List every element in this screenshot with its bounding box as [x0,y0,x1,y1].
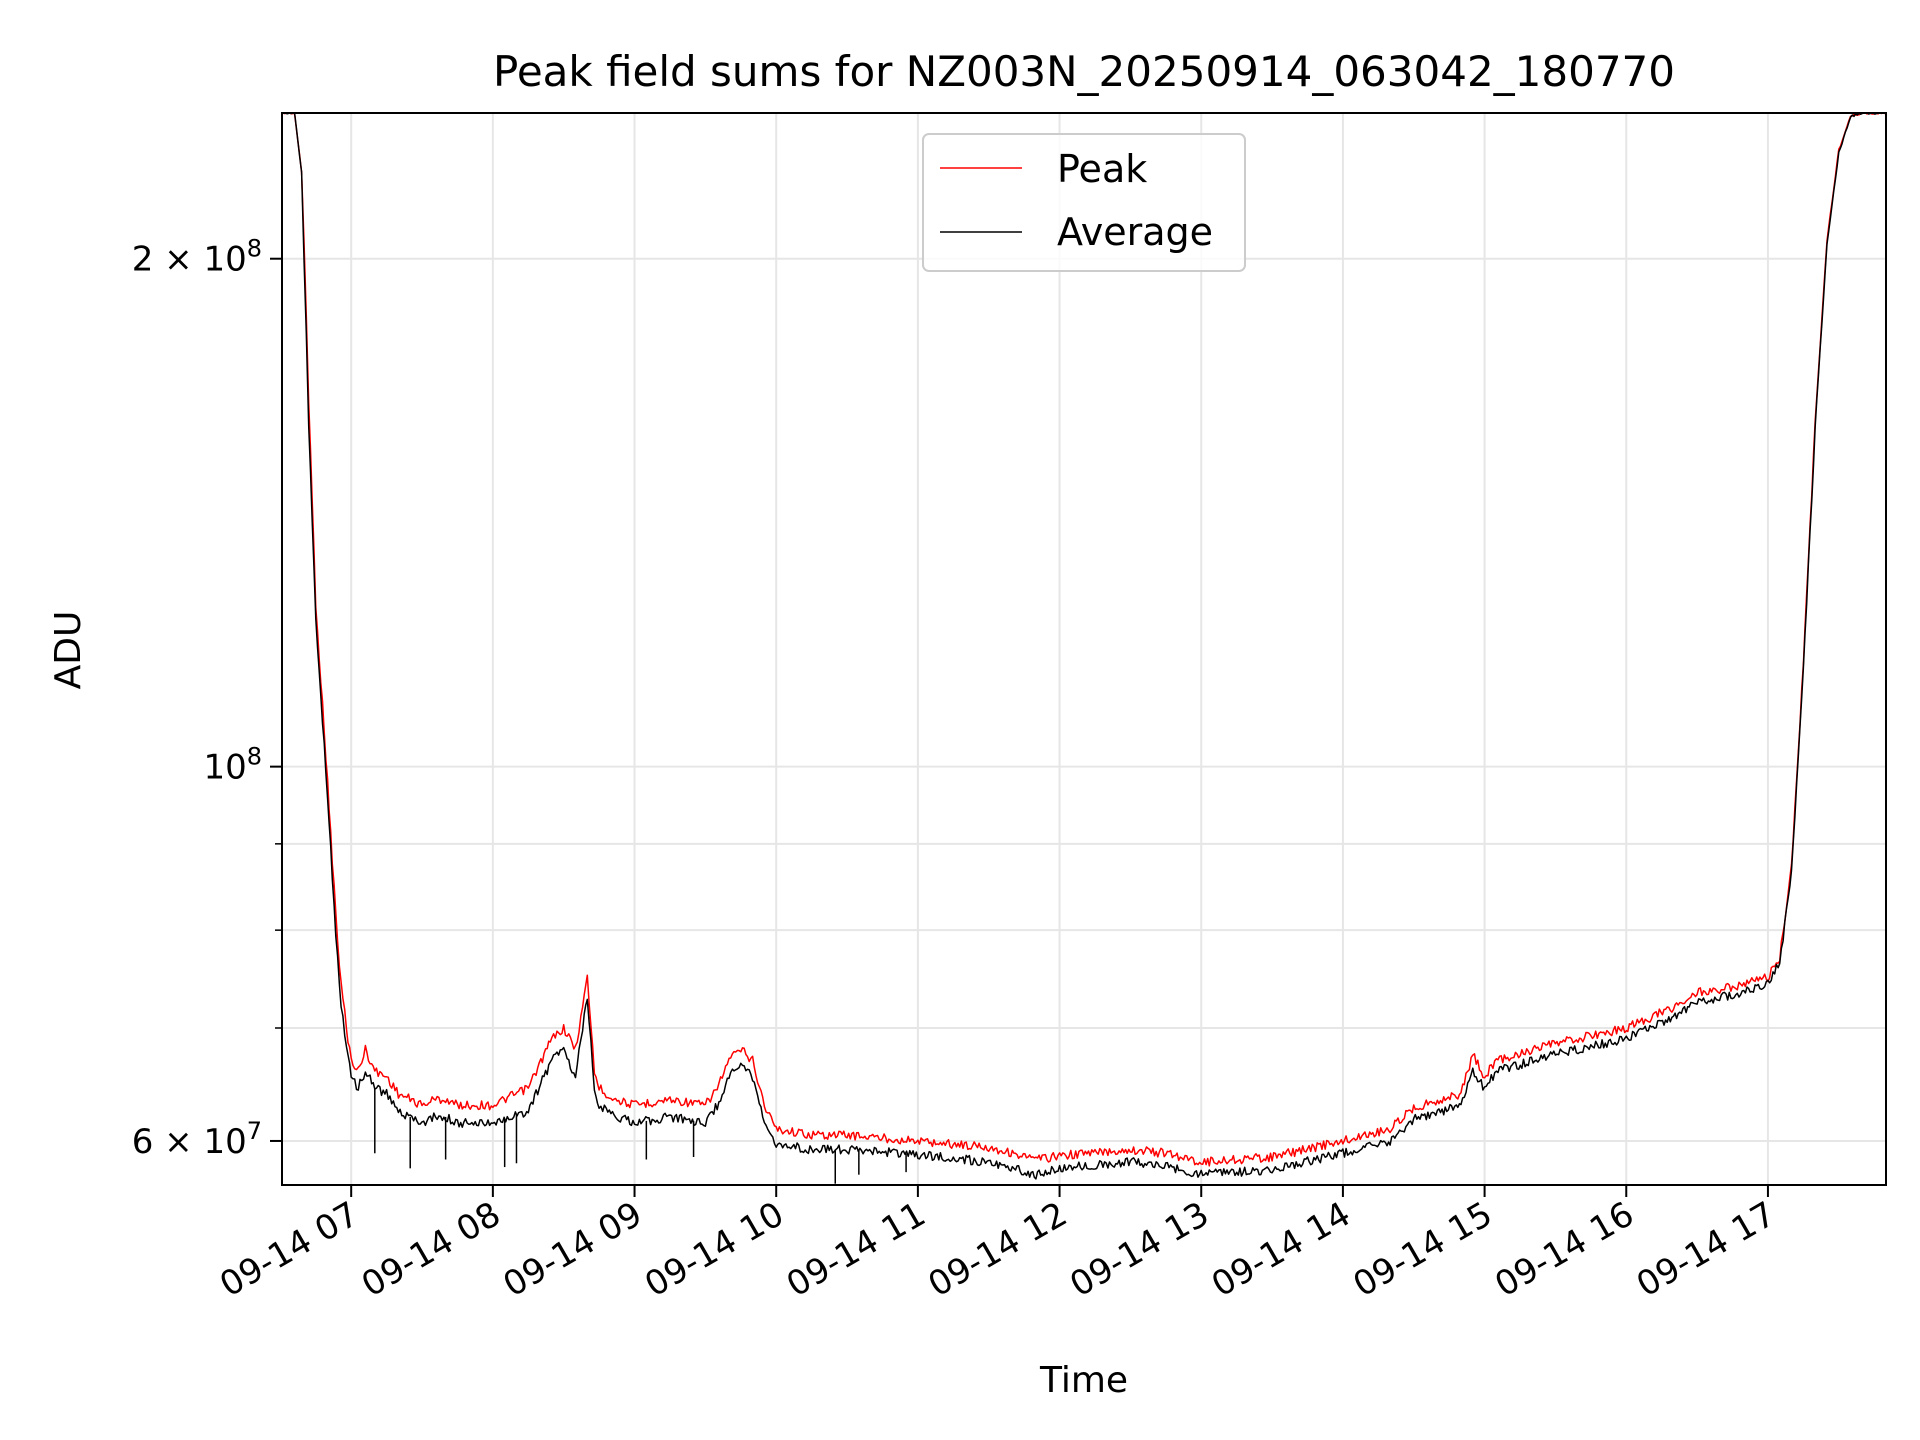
series-lines [282,113,1886,1184]
legend-label-peak: Peak [1057,147,1147,191]
y-tick-label: 6 × 107 [132,1117,262,1162]
x-axis-label: Time [1039,1360,1128,1401]
plot-area [282,113,1886,1184]
series-line-peak [282,113,1886,1167]
grid-lines [282,113,1886,1185]
y-tick-label: 108 [203,743,262,788]
legend-label-average: Average [1057,210,1213,254]
y-axis-ticks: 6 × 107 108 2 × 108 [132,235,282,1162]
y-tick-label: 2 × 108 [132,235,262,280]
legend: Peak Average [922,133,1246,272]
series-line-average [282,113,1886,1180]
chart-title: Peak field sums for NZ003N_20250914_0630… [493,47,1675,96]
y-axis-label: ADU [48,611,89,690]
axes-frame [281,112,1887,1186]
